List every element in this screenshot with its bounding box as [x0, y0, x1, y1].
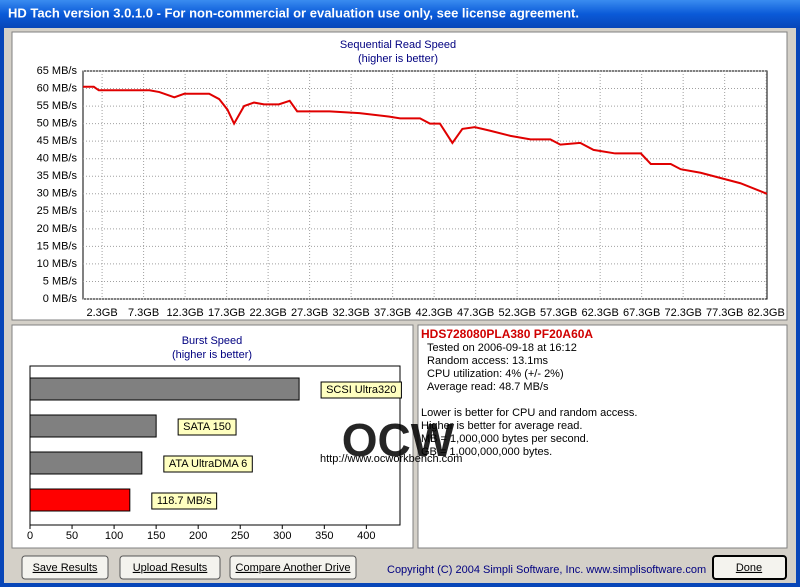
x-tick-label: 350	[315, 530, 333, 542]
bar-label-box	[151, 492, 218, 510]
result-line: CPU utilization: 4% (+/- 2%)	[427, 368, 564, 380]
x-tick-label: 82.3GB	[748, 307, 785, 319]
x-tick-label: 42.3GB	[415, 307, 452, 319]
y-tick-label: 0 MB/s	[43, 293, 78, 305]
x-tick-label: 62.3GB	[581, 307, 618, 319]
y-tick-label: 50 MB/s	[37, 118, 78, 130]
read-subtitle: (higher is better)	[358, 53, 438, 65]
burst-title: Burst Speed	[182, 335, 243, 347]
bar-label: 118.7 MB/s	[157, 495, 212, 507]
x-tick-label: 7.3GB	[128, 307, 159, 319]
x-tick-label: 0	[27, 530, 33, 542]
y-tick-label: 10 MB/s	[37, 258, 78, 270]
x-tick-label: 27.3GB	[291, 307, 328, 319]
burst-subtitle: (higher is better)	[172, 349, 252, 361]
x-tick-label: 250	[231, 530, 249, 542]
bar-label-box	[163, 455, 253, 473]
x-tick-label: 37.3GB	[374, 307, 411, 319]
button-label[interactable]: Upload Results	[133, 562, 208, 574]
result-line: Tested on 2006-09-18 at 16:12	[427, 342, 577, 354]
bar-label-box	[177, 418, 237, 436]
bar-label: SATA 150	[183, 421, 231, 433]
x-tick-label: 67.3GB	[623, 307, 660, 319]
y-tick-label: 25 MB/s	[37, 205, 78, 217]
burst-bar	[29, 488, 131, 512]
y-tick-label: 15 MB/s	[37, 240, 78, 252]
plot-area	[82, 70, 768, 300]
x-tick-label: 300	[273, 530, 291, 542]
y-tick-label: 55 MB/s	[37, 100, 78, 112]
done-button[interactable]	[712, 555, 787, 580]
bar-label: SCSI Ultra320	[326, 384, 396, 396]
y-tick-label: 65 MB/s	[37, 65, 78, 77]
drive-name: HDS728080PLA380 PF20A60A	[421, 327, 593, 341]
burst-bar	[29, 377, 300, 401]
burst-bar	[29, 414, 157, 438]
watermark-logo: OCW	[342, 414, 455, 466]
burst-bar	[29, 451, 143, 475]
x-tick-label: 200	[189, 530, 207, 542]
y-tick-label: 20 MB/s	[37, 223, 78, 235]
x-tick-label: 50	[66, 530, 78, 542]
watermark-url: http://www.ocworkbench.com	[320, 453, 462, 465]
y-tick-label: 30 MB/s	[37, 188, 78, 200]
bar-label-box	[320, 381, 402, 399]
read-line	[83, 85, 768, 195]
x-tick-label: 77.3GB	[706, 307, 743, 319]
y-tick-label: 35 MB/s	[37, 170, 78, 182]
bar-label: ATA UltraDMA 6	[169, 458, 247, 470]
x-tick-label: 12.3GB	[166, 307, 203, 319]
info-panel	[417, 324, 788, 549]
x-tick-label: 32.3GB	[332, 307, 369, 319]
note-line: MB = 1,000,000 bytes per second.	[421, 433, 589, 445]
x-tick-label: 72.3GB	[665, 307, 702, 319]
button[interactable]	[229, 555, 357, 580]
title-bar	[0, 0, 800, 28]
button-label[interactable]: Save Results	[33, 562, 98, 574]
x-tick-label: 2.3GB	[86, 307, 117, 319]
done-label[interactable]: Done	[736, 562, 762, 574]
x-tick-label: 22.3GB	[249, 307, 286, 319]
result-line: Average read: 48.7 MB/s	[427, 381, 549, 393]
x-tick-label: 47.3GB	[457, 307, 494, 319]
button-label[interactable]: Compare Another Drive	[236, 562, 351, 574]
y-tick-label: 5 MB/s	[43, 275, 78, 287]
copyright: Copyright (C) 2004 Simpli Software, Inc.…	[387, 564, 706, 576]
x-tick-label: 150	[147, 530, 165, 542]
x-tick-label: 57.3GB	[540, 307, 577, 319]
result-line: Random access: 13.1ms	[427, 355, 549, 367]
y-tick-label: 40 MB/s	[37, 153, 78, 165]
x-tick-label: 100	[105, 530, 123, 542]
x-tick-label: 52.3GB	[498, 307, 535, 319]
note-line: Lower is better for CPU and random acces…	[421, 407, 637, 419]
y-tick-label: 60 MB/s	[37, 82, 78, 94]
window-title: HD Tach version 3.0.1.0 - For non-commer…	[8, 5, 579, 20]
x-tick-label: 17.3GB	[208, 307, 245, 319]
read-title: Sequential Read Speed	[340, 39, 456, 51]
note-line: Higher is better for average read.	[421, 420, 582, 432]
y-tick-label: 45 MB/s	[37, 135, 78, 147]
button[interactable]	[119, 555, 221, 580]
note-line: GB = 1,000,000,000 bytes.	[421, 446, 552, 458]
button[interactable]	[21, 555, 109, 580]
x-tick-label: 400	[357, 530, 375, 542]
